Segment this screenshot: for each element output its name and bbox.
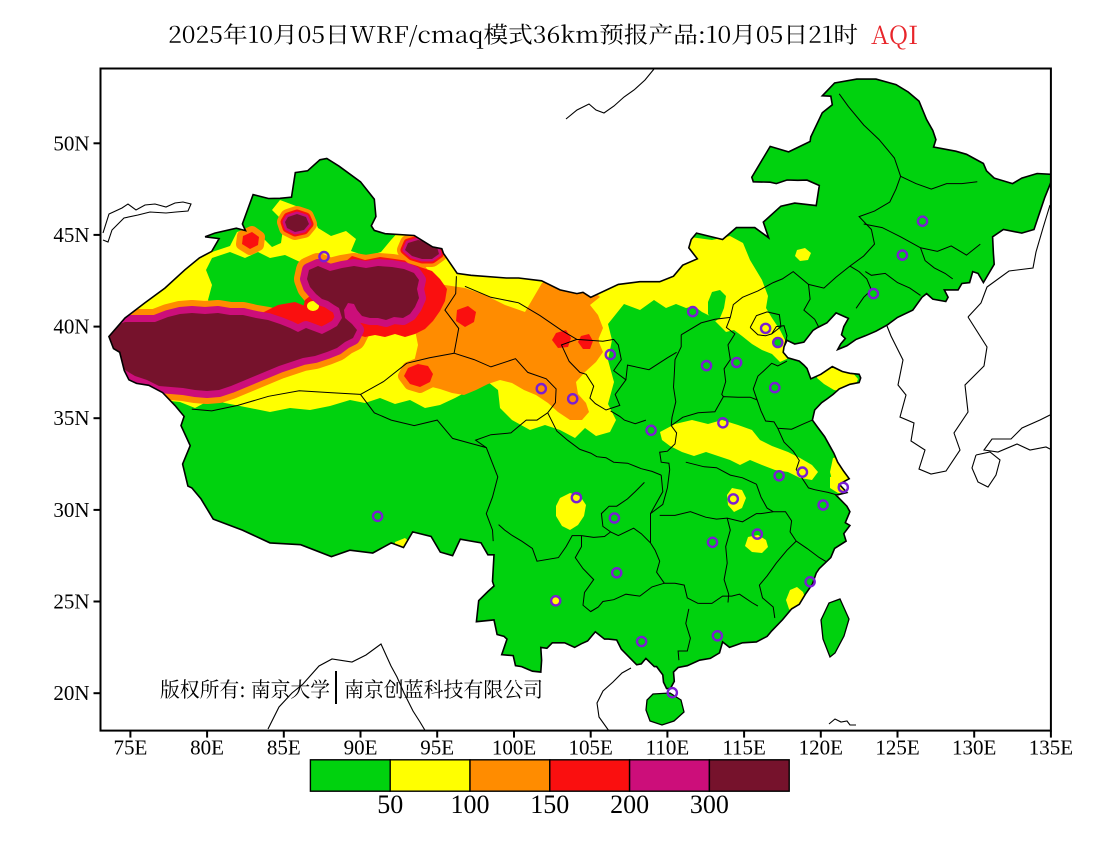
svg-text:20N: 20N [53, 681, 89, 705]
svg-text:150: 150 [530, 790, 569, 819]
svg-text:130E: 130E [952, 736, 996, 760]
svg-text:50: 50 [377, 790, 403, 819]
svg-text:100E: 100E [492, 736, 536, 760]
svg-text:30N: 30N [53, 498, 89, 522]
svg-text:200: 200 [610, 790, 649, 819]
svg-text:300: 300 [690, 790, 729, 819]
svg-text:110E: 110E [646, 736, 690, 760]
svg-text:75E: 75E [113, 736, 147, 760]
svg-text:125E: 125E [875, 736, 919, 760]
svg-text:135E: 135E [1029, 736, 1073, 760]
svg-text:105E: 105E [569, 736, 613, 760]
svg-text:25N: 25N [53, 590, 89, 614]
svg-text:85E: 85E [267, 736, 301, 760]
svg-text:95E: 95E [420, 736, 454, 760]
svg-text:115E: 115E [722, 736, 766, 760]
svg-text:90E: 90E [344, 736, 378, 760]
svg-text:35N: 35N [53, 406, 89, 430]
svg-text:45N: 45N [53, 223, 89, 247]
svg-text:40N: 40N [53, 315, 89, 339]
svg-text:50N: 50N [53, 131, 89, 155]
svg-text:100: 100 [451, 790, 490, 819]
svg-text:80E: 80E [190, 736, 224, 760]
svg-text:120E: 120E [799, 736, 843, 760]
